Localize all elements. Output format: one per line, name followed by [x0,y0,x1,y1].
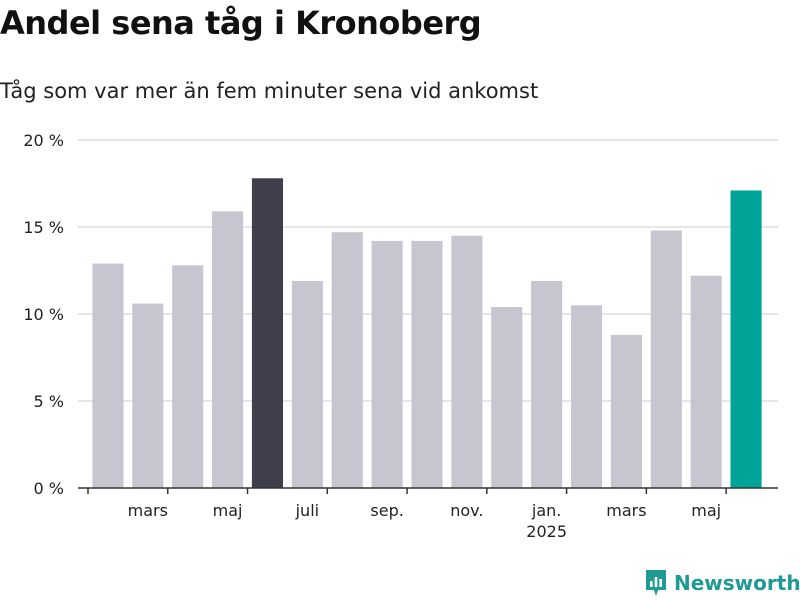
bar [650,230,682,489]
bar [570,305,603,488]
bar [451,235,483,488]
bar [411,240,443,488]
x-tick-label: mars [606,501,646,520]
bar-chart: 0 % 5 % 10 % 15 % 20 % mars maj juli sep. nov. jan… [23,131,778,541]
x-tick-label: sep. [370,501,403,520]
y-tick-label: 10 % [23,305,64,324]
x-tick-label: maj [691,501,721,520]
x-tick-label: maj [213,501,243,520]
bar [92,263,124,488]
newsworthy-logo: Newsworthy [644,567,800,599]
bar [291,280,323,488]
x-tick-label: juli [295,501,319,520]
bar [610,334,642,488]
bar [730,190,762,488]
bar [251,178,284,488]
x-tick-label: nov. [450,501,483,520]
bar [172,265,204,488]
y-tick-label: 0 % [34,479,64,498]
y-tick-label: 15 % [23,218,64,237]
newsworthy-logo-icon [646,570,666,596]
x-tick-label: mars [128,501,168,520]
y-tick-label: 20 % [23,131,64,150]
x-tick-label: jan. [531,501,561,520]
newsworthy-logo-text: Newsworthy [674,571,800,595]
bar [491,307,523,488]
bar [371,240,403,488]
x-year-label: 2025 [526,522,567,541]
chart-title: Andel sena tåg i Kronoberg [0,4,482,42]
bar [132,303,164,488]
bar [331,232,363,488]
chart-subtitle: Tåg som var mer än fem minuter sena vid … [0,79,539,103]
bar [690,275,722,488]
y-tick-label: 5 % [34,392,64,411]
bar [212,211,244,488]
bar [531,280,563,488]
